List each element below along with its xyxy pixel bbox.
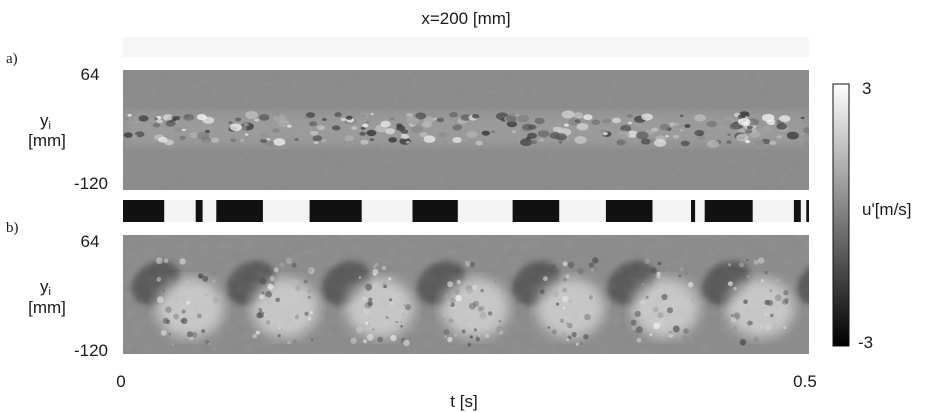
colorbar-gradient xyxy=(832,83,850,347)
strip-segment-9 xyxy=(793,200,801,222)
panel-b-speckle xyxy=(852,319,856,323)
panel-b-speckle xyxy=(852,335,855,338)
strip-segment-4 xyxy=(412,200,458,222)
panel-b-speckle xyxy=(850,335,854,339)
heatmap-panel-a xyxy=(123,70,809,190)
panel-b-ytick-top: 64 xyxy=(81,232,100,251)
panel-b-speckle xyxy=(854,314,860,320)
strip-segment-2 xyxy=(216,200,263,222)
panel-b-speckle xyxy=(857,311,863,317)
panel-b-speckle xyxy=(877,278,883,284)
strip-segment-5 xyxy=(512,200,560,222)
colorbar: 3 -3 u'[m/s] xyxy=(832,79,912,352)
panel-b-label: b) xyxy=(6,220,19,236)
colorbar-max-label: 3 xyxy=(862,79,871,98)
panel-b-speckle xyxy=(864,272,868,276)
panel-b-ytick-bottom: -120 xyxy=(74,341,108,360)
strip-segment-7 xyxy=(691,200,696,222)
xtick-0: 0 xyxy=(116,372,125,391)
panel-a-ylabel-y: yi xyxy=(40,111,51,132)
panel-b-speckle xyxy=(858,321,863,326)
strip-segment-10 xyxy=(806,200,809,222)
strip-segment-0 xyxy=(123,200,165,222)
panel-b-ylabel-y: yi xyxy=(40,277,51,298)
panel-b-speckle xyxy=(879,315,884,320)
panel-b-speckle xyxy=(862,294,865,297)
panel-b-speckle xyxy=(872,263,877,268)
heatmap-panel-b xyxy=(123,235,889,354)
panel-a-texture xyxy=(123,70,809,190)
binary-strip xyxy=(123,200,809,222)
panel-b-speckle xyxy=(852,292,856,296)
panel-b-bright-lobe xyxy=(821,278,889,338)
panel-b-speckle xyxy=(879,306,884,311)
panel-b-speckle xyxy=(865,294,869,298)
panel-b-speckle xyxy=(849,276,853,280)
figure-title: x=200 [mm] xyxy=(421,9,510,28)
panel-b-speckle xyxy=(830,326,833,329)
panel-b-speckle xyxy=(864,261,867,264)
panel-a-ytick-bottom: -120 xyxy=(74,174,108,193)
panel-b-speckle xyxy=(849,298,854,303)
panel-b-speckle xyxy=(869,274,872,277)
strip-segment-6 xyxy=(605,200,653,222)
panel-b-speckle xyxy=(821,328,827,334)
panel-b-speckle xyxy=(867,277,872,282)
top-band xyxy=(123,37,809,57)
panel-b-ylabel-unit: [mm] xyxy=(28,298,66,317)
panel-a-label: a) xyxy=(6,51,18,67)
panel-b-speckle xyxy=(861,275,867,281)
strip-segment-3 xyxy=(309,200,362,222)
panel-b-speckle xyxy=(860,289,865,294)
panel-b-speckle xyxy=(875,333,882,340)
strip-segment-1 xyxy=(195,200,203,222)
colorbar-title: u'[m/s] xyxy=(862,200,912,219)
panel-b-speckle xyxy=(867,301,873,307)
x-axis-label: t [s] xyxy=(450,392,477,411)
panel-a-ylabel-unit: [mm] xyxy=(28,131,66,150)
panel-a-ytick-top: 64 xyxy=(81,65,100,84)
panel-b-speckle xyxy=(849,270,854,275)
panel-b-texture xyxy=(123,235,809,354)
colorbar-min-label: -3 xyxy=(858,333,873,352)
strip-segment-8 xyxy=(704,200,753,222)
xtick-end: 0.5 xyxy=(793,372,817,391)
